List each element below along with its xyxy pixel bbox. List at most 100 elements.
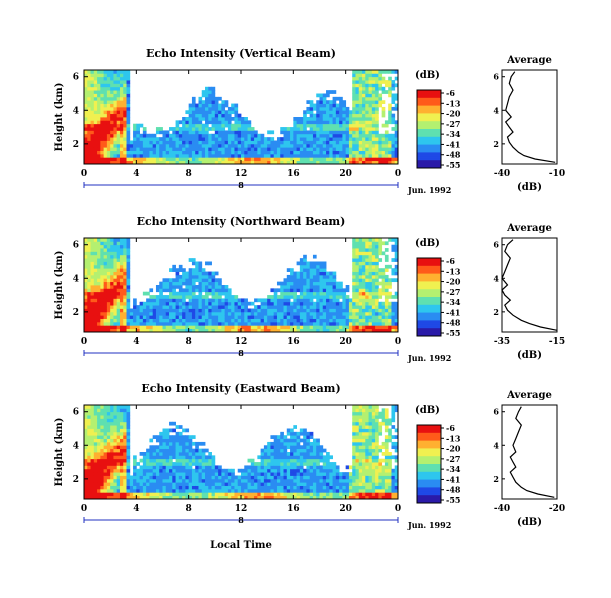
heatmap-cell — [316, 485, 320, 490]
heatmap-cell — [191, 271, 196, 276]
heatmap-cell — [110, 291, 114, 296]
heatmap-cell — [263, 488, 268, 493]
heatmap-cell — [103, 157, 108, 162]
heatmap-cell — [312, 462, 317, 466]
heatmap-cell — [362, 160, 366, 165]
heatmap-cell — [123, 103, 127, 108]
heatmap-cell — [93, 76, 98, 81]
heatmap-cell — [169, 455, 173, 460]
heatmap-cell — [322, 103, 327, 108]
heatmap-cell — [97, 120, 101, 125]
heatmap-cell — [198, 261, 203, 266]
heatmap-cell — [119, 271, 124, 276]
heatmap-cell — [113, 415, 118, 419]
heatmap-cell — [185, 140, 190, 145]
heatmap-cell — [296, 295, 301, 299]
heatmap-cell — [106, 421, 111, 426]
heatmap-cell — [332, 308, 337, 313]
heatmap-cell — [214, 328, 219, 333]
heatmap-cell — [329, 318, 333, 323]
heatmap-cell — [267, 488, 271, 493]
heatmap-cell — [103, 308, 108, 313]
heatmap-cell — [303, 298, 307, 303]
heatmap-cell — [299, 157, 304, 162]
heatmap-cell — [110, 405, 114, 409]
heatmap-cell — [195, 495, 199, 500]
heatmap-cell — [162, 288, 167, 293]
heatmap-cell — [195, 133, 199, 138]
heatmap-cell — [306, 123, 311, 128]
heatmap-cell — [286, 274, 291, 279]
heatmap-cell — [110, 143, 114, 148]
heatmap-cell — [260, 311, 265, 316]
heatmap-cell — [100, 274, 105, 279]
heatmap-cell — [358, 147, 363, 151]
heatmap-cell — [326, 133, 330, 138]
colorbar-step — [417, 318, 441, 321]
heatmap-cell — [326, 328, 330, 333]
heatmap-cell — [270, 495, 275, 500]
heatmap-cell — [142, 308, 147, 313]
heatmap-cell — [306, 458, 311, 463]
heatmap-cell — [90, 147, 95, 151]
heatmap-cell — [270, 157, 275, 162]
heatmap-cell — [106, 113, 111, 118]
heatmap-cell — [358, 291, 363, 296]
heatmap-cell — [283, 465, 288, 470]
heatmap-cell — [335, 133, 340, 138]
heatmap-cell — [84, 268, 88, 272]
heatmap-cell — [365, 130, 369, 135]
heatmap-cell — [326, 308, 330, 313]
heatmap-cell — [312, 140, 317, 145]
heatmap-cell — [152, 452, 157, 456]
heatmap-cell — [208, 153, 212, 158]
heatmap-cell — [208, 143, 212, 148]
heatmap-cell — [339, 137, 343, 141]
heatmap-cell — [250, 475, 255, 480]
heatmap-cell — [260, 133, 265, 138]
heatmap-cell — [133, 325, 137, 330]
heatmap-cell — [185, 488, 190, 493]
heatmap-cell — [283, 482, 288, 486]
heatmap-cell — [116, 315, 121, 319]
heatmap-cell — [188, 465, 193, 470]
heatmap-cell — [123, 73, 127, 78]
heatmap-cell — [201, 318, 206, 323]
heatmap-cell — [381, 100, 386, 104]
heatmap-cell — [280, 143, 284, 148]
heatmap-cell — [87, 160, 91, 165]
heatmap-cell — [113, 137, 118, 141]
heatmap-cell — [116, 264, 121, 269]
y-tick-label: 2 — [73, 140, 79, 150]
heatmap-cell — [355, 278, 360, 283]
heatmap-cell — [84, 127, 88, 131]
heatmap-cell — [165, 321, 170, 326]
heatmap-cell — [273, 472, 278, 476]
heatmap-cell — [126, 485, 131, 490]
heatmap-cell — [188, 106, 193, 111]
heatmap-cell — [103, 488, 108, 493]
heatmap-cell — [257, 321, 262, 326]
heatmap-cell — [303, 482, 307, 486]
heatmap-cell — [87, 405, 91, 409]
heatmap-cell — [378, 140, 383, 145]
heatmap-cell — [221, 117, 226, 121]
heatmap-cell — [231, 110, 235, 115]
heatmap-cell — [185, 482, 190, 486]
heatmap-cell — [175, 328, 180, 333]
heatmap-cell — [283, 278, 288, 283]
heatmap-cell — [100, 140, 105, 145]
heatmap-cell — [355, 106, 360, 111]
heatmap-cell — [165, 328, 170, 333]
heatmap-cell — [221, 495, 226, 500]
heatmap-cell — [155, 492, 160, 497]
heatmap-cell — [175, 130, 180, 135]
heatmap-cell — [175, 268, 180, 272]
heatmap-cell — [97, 86, 101, 91]
heatmap-cell — [169, 488, 173, 493]
heatmap-cell — [188, 130, 193, 135]
heatmap-cell — [110, 455, 114, 460]
heatmap-cell — [162, 130, 167, 135]
heatmap-cell — [306, 495, 311, 500]
heatmap-cell — [345, 311, 350, 316]
